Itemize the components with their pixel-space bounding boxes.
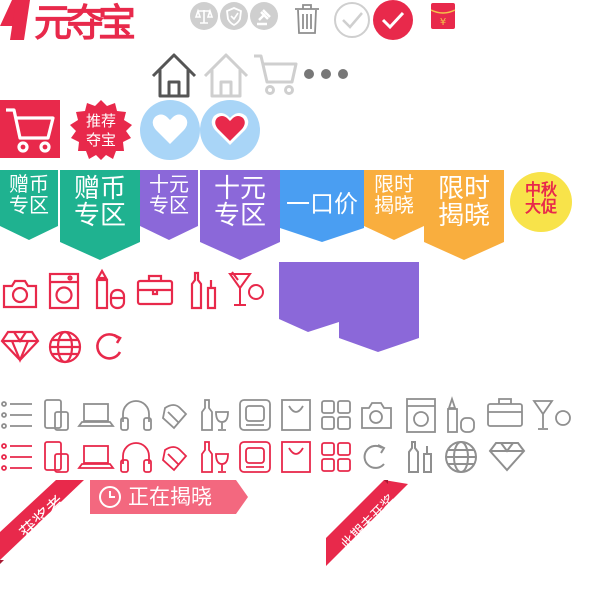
phone-tablet-icon: [44, 441, 69, 473]
mid-autumn-sale-badge: 中秋 大促: [510, 172, 572, 232]
ribbon-line: 专区: [149, 193, 189, 217]
favorite-outline-button[interactable]: [140, 100, 200, 160]
not-opened-corner-ribbon: 此期未开奖: [322, 480, 410, 568]
winners-corner-ribbon: 获奖者: [0, 480, 84, 564]
globe-icon: [48, 330, 82, 364]
globe-icon: [445, 441, 477, 473]
ribbon-line: 赠币: [73, 174, 126, 204]
icon-row-red: [0, 438, 600, 478]
list-icon: [1, 443, 32, 471]
revealing-now-label: 正在揭晓: [128, 485, 212, 509]
camera-icon: [2, 276, 38, 310]
ribbon-limited-reveal-small[interactable]: 限时 揭晓: [364, 170, 424, 240]
svg-text:¥: ¥: [440, 17, 446, 28]
trash-icon[interactable]: [292, 2, 322, 34]
wine-icon: [201, 399, 229, 431]
mid-autumn-line1: 中秋: [524, 180, 557, 199]
red-envelope-icon: ¥: [430, 2, 456, 30]
bag-icon: [281, 441, 311, 473]
wine-icon: [201, 441, 229, 473]
briefcase-icon: [487, 398, 523, 427]
laptop-icon: [77, 445, 115, 469]
ribbon-line: 赠币: [9, 172, 49, 196]
cocktail-icon: [532, 400, 571, 430]
purple-banner-shape: [278, 262, 420, 354]
ribbon-line: 专区: [73, 201, 126, 232]
grid-icon: [321, 400, 351, 430]
ribbon-gift-coin-small[interactable]: 赠币 专区: [0, 170, 58, 240]
gavel-icon: [250, 2, 278, 30]
lips-icon: [162, 446, 188, 472]
briefcase-icon: [136, 274, 174, 306]
ribbon-line: 十元: [213, 174, 266, 204]
diamond-icon: [0, 330, 40, 363]
brand-logo: 元夺宝 1元夺宝: [0, 0, 186, 45]
hook-icon: [363, 444, 386, 469]
ribbon-line: 限时: [437, 174, 490, 204]
cosmetics-icon: [447, 396, 475, 433]
ribbon-limited-reveal-large[interactable]: 限时 揭晓: [424, 170, 504, 260]
bottles-icon: [190, 270, 218, 310]
phone-tablet-icon: [44, 399, 69, 431]
camera-icon: [361, 402, 392, 429]
ribbon-fixed-price[interactable]: 一口价: [280, 170, 364, 242]
ribbon-line: 十元: [149, 172, 189, 196]
cooker-icon: [239, 399, 271, 431]
washer-icon: [406, 398, 436, 433]
cosmetics-icon: [94, 268, 126, 310]
more-dots-icon[interactable]: [302, 68, 350, 80]
shield-icon: [220, 2, 248, 30]
favorite-filled-button[interactable]: [200, 100, 260, 160]
revealing-now-tag[interactable]: 正在揭晓: [90, 480, 250, 514]
scale-icon: [190, 2, 218, 30]
list-icon: [1, 401, 32, 429]
ribbon-ten-yuan-large[interactable]: 十元 专区: [200, 170, 280, 260]
ribbon-line: 专区: [9, 193, 49, 217]
cocktail-icon: [228, 270, 268, 308]
ribbon-line: 揭晓: [437, 201, 490, 232]
headphones-icon: [120, 442, 152, 473]
svg-text:元夺宝: 元夺宝: [34, 1, 135, 45]
ribbon-gift-coin-large[interactable]: 赠币 专区: [60, 170, 140, 260]
lips-icon: [162, 404, 188, 430]
cooker-icon: [239, 441, 271, 473]
cart-outline-icon[interactable]: [252, 52, 298, 96]
washer-icon: [48, 272, 80, 310]
checkbox-unchecked-icon[interactable]: [334, 2, 370, 38]
headphones-icon: [120, 400, 152, 431]
recommend-badge-line2: 夺宝: [85, 131, 116, 149]
mid-autumn-line2: 大促: [524, 196, 557, 216]
ribbon-ten-yuan-small[interactable]: 十元 专区: [140, 170, 198, 240]
hook-icon: [94, 330, 126, 362]
ribbon-line: 专区: [213, 201, 266, 232]
bottles-icon: [408, 441, 432, 473]
laptop-icon: [77, 403, 115, 427]
clock-icon: [98, 485, 122, 509]
grid-icon: [321, 442, 351, 472]
checkbox-checked-icon[interactable]: [373, 0, 413, 40]
cart-button[interactable]: [0, 100, 60, 158]
ribbon-line: 揭晓: [374, 193, 414, 217]
recommend-badge-line1: 推荐: [85, 112, 116, 130]
diamond-icon: [488, 442, 526, 472]
icon-row-gray: [0, 396, 600, 436]
home-outline-icon[interactable]: [202, 52, 250, 98]
home-icon[interactable]: [150, 52, 198, 98]
recommend-badge: 推荐 夺宝: [70, 100, 132, 160]
ribbon-line: 一口价: [286, 190, 358, 218]
ribbon-line: 限时: [374, 172, 414, 196]
bag-icon: [281, 399, 311, 431]
